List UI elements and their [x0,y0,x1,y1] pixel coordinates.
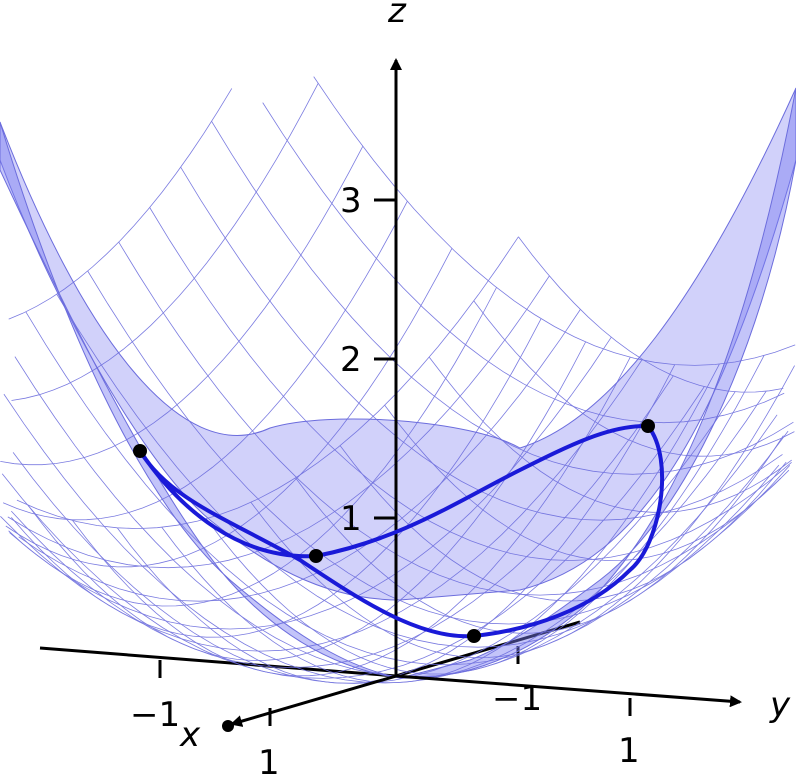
surface-front-sheet [0,87,796,679]
y-tick-1-label: 1 [618,731,640,771]
y-tick-neg1-label: −1 [492,679,542,719]
z-tick-2-label: 2 [340,340,362,380]
surface-mesh [0,76,796,684]
mesh-line [161,363,720,684]
paraboloid-surface [0,76,796,684]
mesh-line [518,236,784,393]
curve-point-left [133,444,147,458]
mesh-line [11,375,674,669]
curve-point-right [641,419,655,433]
y-axis-label: y [769,685,791,725]
mesh-line [8,287,497,607]
mesh-line [25,311,789,666]
z-tick-1-label: 1 [340,499,362,539]
mesh-line [339,445,787,602]
mesh-line [473,300,795,457]
mesh-line [56,294,780,648]
x-axis-end-dot [222,720,234,732]
mesh-line [428,356,792,513]
z-tick-3-label: 3 [340,181,362,221]
x-tick-1-label: 1 [258,743,280,780]
y-axis-negative [39,646,397,678]
mesh-line [250,365,795,659]
mesh-line [7,275,550,569]
back-axes [39,620,581,678]
y-axis-positive [395,674,742,708]
mesh-line [2,201,408,521]
mesh-line [0,146,364,466]
curve-point-front [467,629,481,643]
mesh-line [10,318,542,638]
front-axes: −1 −1 1 1 x y [130,660,791,780]
mesh-line [313,76,796,366]
mesh-line [18,309,581,602]
x-axis-positive [230,674,397,727]
x-axis-label: x [179,715,201,755]
z-axis-label: z [387,0,407,31]
mesh-line [295,435,784,634]
mesh-line [1,386,705,679]
curve-on-surface [133,419,665,643]
x-axis-negative [395,620,581,678]
z-axis: 1 2 3 z [340,0,407,676]
mesh-line [384,405,790,562]
mesh-line [11,83,319,401]
x-tick-neg1-label: −1 [130,695,180,735]
curve-point-back [309,549,323,563]
mesh-line [3,390,767,684]
mesh-line [72,357,631,677]
mesh-line [8,88,233,320]
mesh-line [16,236,519,530]
mesh-line [27,341,586,661]
mesh-line [206,355,765,675]
mesh-line [262,102,785,424]
